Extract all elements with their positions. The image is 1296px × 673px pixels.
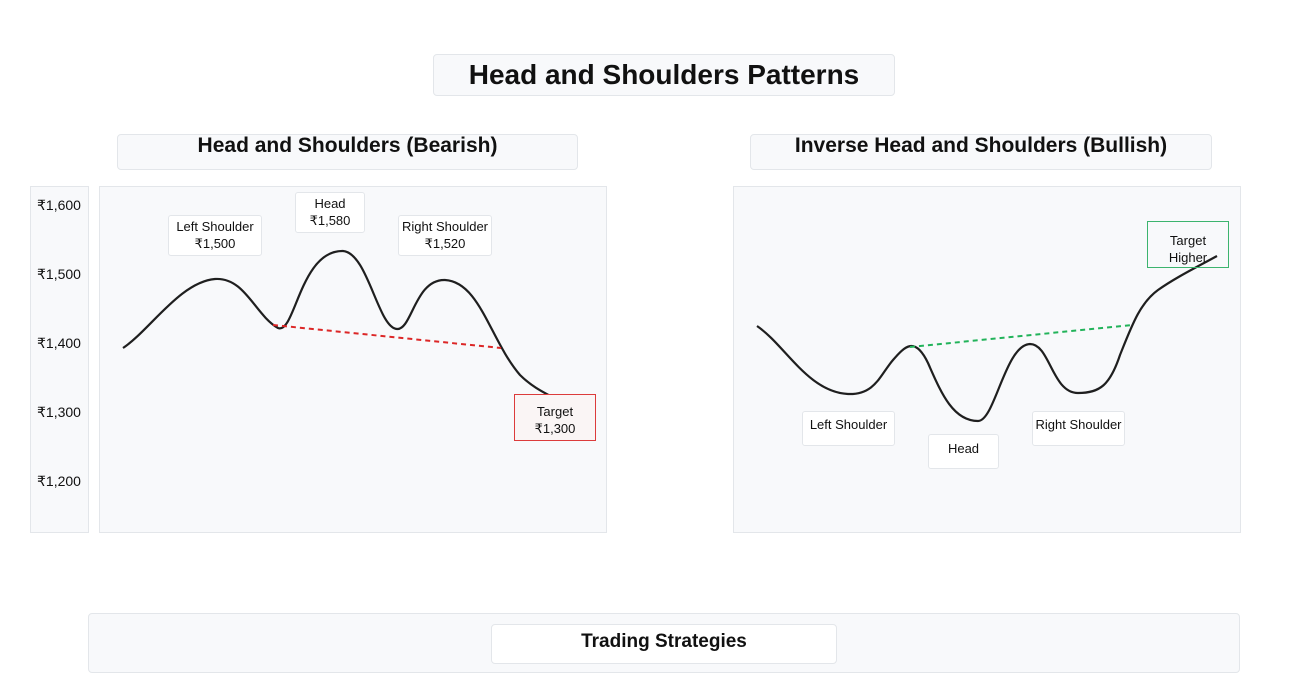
bullish-neckline bbox=[909, 324, 1133, 348]
bearish-head-label: Head ₹1,580 bbox=[295, 192, 365, 233]
bearish-left-shoulder-label: Left Shoulder ₹1,500 bbox=[168, 215, 262, 256]
pattern-curves bbox=[122, 249, 1218, 423]
left-shoulder-name: Left Shoulder bbox=[176, 219, 254, 234]
head-value: ₹1,580 bbox=[309, 213, 351, 228]
trading-strategies-title: Trading Strategies bbox=[491, 624, 837, 664]
y-tick-1300: ₹1,300 bbox=[37, 404, 81, 420]
bullish-price-line bbox=[756, 255, 1218, 423]
y-tick-1500: ₹1,500 bbox=[37, 266, 81, 282]
bullish-head-label: Head bbox=[928, 434, 999, 469]
bullish-right-shoulder-label: Right Shoulder bbox=[1032, 411, 1125, 446]
target-value: ₹1,300 bbox=[534, 421, 576, 436]
bearish-y-axis: ₹1,600 ₹1,500 ₹1,400 ₹1,300 ₹1,200 bbox=[30, 186, 89, 533]
left-shoulder-value: ₹1,500 bbox=[194, 236, 236, 251]
page-title: Head and Shoulders Patterns bbox=[433, 54, 895, 96]
y-tick-1400: ₹1,400 bbox=[37, 335, 81, 351]
bullish-left-shoulder-label: Left Shoulder bbox=[802, 411, 895, 446]
bearish-price-line bbox=[122, 249, 584, 418]
y-tick-1600: ₹1,600 bbox=[37, 197, 81, 213]
right-shoulder-value: ₹1,520 bbox=[424, 236, 466, 251]
y-tick-1200: ₹1,200 bbox=[37, 473, 81, 489]
bullish-target-label: Target Higher bbox=[1147, 221, 1229, 268]
bearish-chart-title: Head and Shoulders (Bearish) bbox=[117, 134, 578, 170]
target-name: Target bbox=[536, 404, 574, 419]
head-name: Head bbox=[314, 196, 346, 211]
bullish-chart-title: Inverse Head and Shoulders (Bullish) bbox=[750, 134, 1212, 170]
bearish-target-label: Target ₹1,300 bbox=[514, 394, 596, 441]
bullish-chart-panel bbox=[733, 186, 1241, 533]
bearish-right-shoulder-label: Right Shoulder ₹1,520 bbox=[398, 215, 492, 256]
bullish-target-line1: Target bbox=[1169, 233, 1207, 248]
bullish-target-line2: Higher bbox=[1168, 250, 1208, 265]
bearish-neckline bbox=[272, 324, 502, 349]
right-shoulder-name: Right Shoulder bbox=[402, 219, 488, 234]
